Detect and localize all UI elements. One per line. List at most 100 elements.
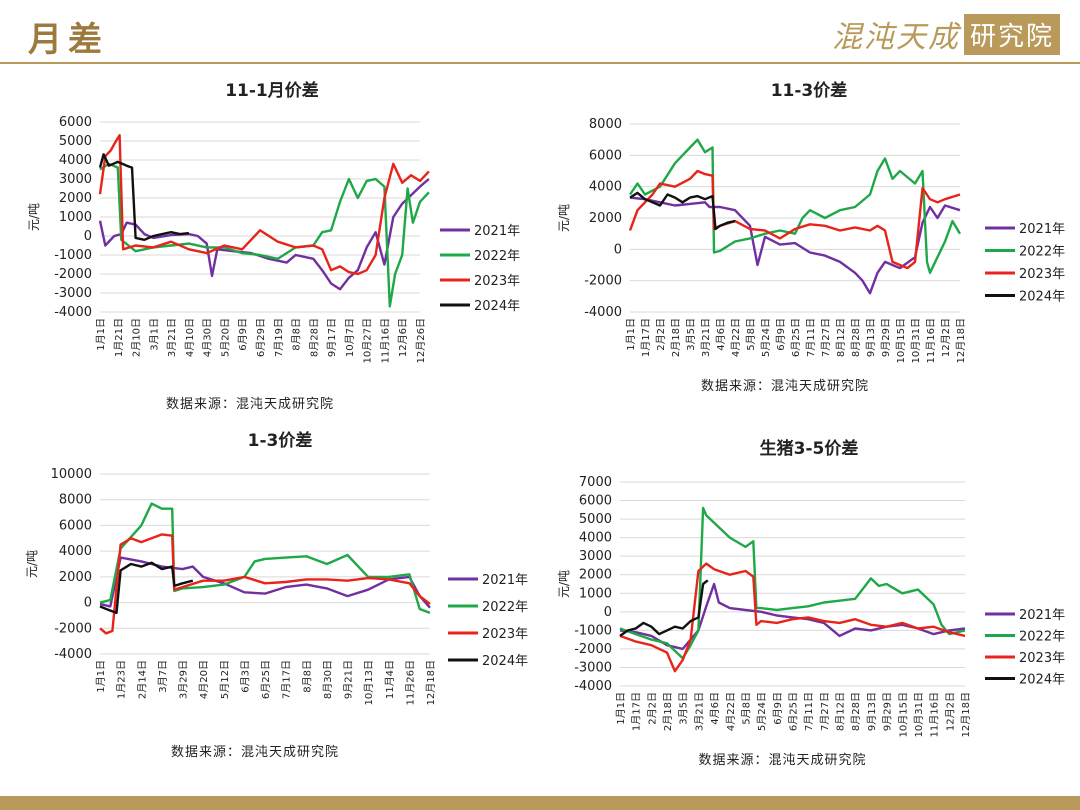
x-tick-label: 1月1日 bbox=[95, 660, 107, 693]
x-tick-label: 10月15日 bbox=[895, 318, 907, 363]
y-axis-label: 元/吨 bbox=[557, 570, 571, 598]
legend-label-2022: 2022年 bbox=[1019, 245, 1065, 260]
x-tick-label: 7月27日 bbox=[819, 692, 831, 731]
y-tick-label: 8000 bbox=[589, 117, 622, 132]
y-tick-label: 4000 bbox=[579, 531, 612, 546]
x-tick-label: 3月29日 bbox=[178, 660, 190, 699]
y-axis-label: 元/吨 bbox=[27, 203, 41, 231]
y-tick-label: 6000 bbox=[589, 148, 622, 163]
x-tick-label: 10月13日 bbox=[363, 660, 375, 705]
y-tick-label: -2000 bbox=[54, 621, 92, 636]
x-tick-label: 7月11日 bbox=[803, 692, 815, 731]
x-tick-label: 12月6日 bbox=[397, 318, 409, 357]
y-tick-label: -2000 bbox=[584, 274, 622, 289]
y-tick-label: 2000 bbox=[589, 211, 622, 226]
x-tick-label: 1月17日 bbox=[640, 318, 652, 357]
x-tick-label: 3月21日 bbox=[693, 692, 705, 731]
x-tick-label: 2月14日 bbox=[136, 660, 148, 699]
x-tick-label: 5月24日 bbox=[760, 318, 772, 357]
legend-label-2024: 2024年 bbox=[482, 654, 528, 669]
brand-logo: 混沌天成 研究院 bbox=[831, 13, 1060, 55]
chart-title: 1-3价差 bbox=[248, 430, 313, 451]
legend-label-2024: 2024年 bbox=[474, 299, 520, 314]
x-tick-label: 4月22日 bbox=[730, 318, 742, 357]
legend-label-2024: 2024年 bbox=[1019, 290, 1065, 305]
x-tick-label: 5月8日 bbox=[740, 692, 752, 725]
x-tick-label: 12月18日 bbox=[960, 692, 972, 737]
y-tick-label: 3000 bbox=[579, 549, 612, 564]
x-tick-label: 4月30日 bbox=[202, 318, 214, 357]
y-tick-label: -4000 bbox=[54, 305, 92, 320]
x-tick-label: 3月5日 bbox=[685, 318, 697, 351]
x-tick-label: 6月3日 bbox=[239, 660, 251, 693]
y-tick-label: 3000 bbox=[59, 172, 92, 187]
x-tick-label: 1月1日 bbox=[615, 692, 627, 725]
legend-label-2024: 2024年 bbox=[1019, 673, 1065, 688]
x-tick-label: 2月2日 bbox=[646, 692, 658, 725]
chart-11-1-spread: 11-1月价差 6000 5000 4000 3000 2000 1000 0 -1000 -20… bbox=[27, 80, 520, 412]
x-tick-label: 1月1日 bbox=[95, 318, 107, 351]
chart-1-3-spread: 1-3价差 10000 8000 6000 4000 2000 0 -2000 -4000 元/吨… bbox=[25, 430, 528, 760]
y-tick-label: -1000 bbox=[574, 623, 612, 638]
x-tick-label: 12月26日 bbox=[415, 318, 427, 363]
y-tick-label: 4000 bbox=[59, 153, 92, 168]
footer-bar bbox=[0, 796, 1080, 810]
y-tick-label: -4000 bbox=[54, 647, 92, 662]
y-tick-label: 0 bbox=[604, 605, 612, 620]
series-line-2023 bbox=[619, 562, 966, 673]
chart-11-3-spread: 11-3价差 8000 6000 4000 2000 0 -2000 -4000 元/吨 1月1日… bbox=[557, 80, 1065, 394]
series-line-2023 bbox=[628, 169, 961, 270]
legend-label-2023: 2023年 bbox=[1019, 267, 1065, 282]
y-tick-label: 1000 bbox=[579, 586, 612, 601]
y-tick-label: 6000 bbox=[59, 115, 92, 130]
x-tick-label: 6月9日 bbox=[237, 318, 249, 351]
y-tick-label: -4000 bbox=[574, 679, 612, 694]
y-tick-label: 5000 bbox=[579, 512, 612, 527]
x-tick-label: 8月28日 bbox=[850, 318, 862, 357]
series-line-2024 bbox=[619, 579, 709, 637]
x-tick-label: 9月13日 bbox=[866, 692, 878, 731]
page-title: 月差 bbox=[28, 20, 108, 60]
legend-label-2023: 2023年 bbox=[482, 627, 528, 642]
x-tick-label: 6月25日 bbox=[790, 318, 802, 357]
legend-label-2021: 2021年 bbox=[1019, 608, 1065, 623]
series-line-2022 bbox=[619, 506, 966, 660]
x-tick-label: 8月12日 bbox=[835, 318, 847, 357]
y-tick-label: -3000 bbox=[574, 660, 612, 675]
y-tick-label: -4000 bbox=[584, 305, 622, 320]
y-axis-label: 元/吨 bbox=[557, 204, 571, 232]
y-tick-label: 8000 bbox=[59, 493, 92, 508]
series-line-2022 bbox=[99, 502, 431, 615]
source-note: 数据来源：混沌天成研究院 bbox=[171, 745, 339, 760]
x-tick-label: 9月21日 bbox=[343, 660, 355, 699]
series-line-2022 bbox=[629, 138, 962, 274]
y-tick-label: 6000 bbox=[59, 518, 92, 533]
series-line-2021 bbox=[619, 582, 966, 651]
y-tick-label: 0 bbox=[84, 229, 92, 244]
x-tick-label: 4月20日 bbox=[198, 660, 210, 699]
series-line-2024 bbox=[99, 561, 194, 615]
chart-title: 11-3价差 bbox=[771, 80, 848, 101]
x-tick-label: 6月9日 bbox=[775, 318, 787, 351]
x-tick-label: 1月17日 bbox=[631, 692, 643, 731]
x-tick-label: 8月8日 bbox=[301, 660, 313, 693]
y-tick-label: 0 bbox=[84, 596, 92, 611]
x-tick-label: 8月8日 bbox=[291, 318, 303, 351]
series-line-2021 bbox=[629, 196, 961, 295]
source-note: 数据来源：混沌天成研究院 bbox=[698, 753, 866, 768]
y-tick-label: 0 bbox=[614, 242, 622, 257]
y-tick-label: 2000 bbox=[59, 570, 92, 585]
legend-label-2021: 2021年 bbox=[482, 573, 528, 588]
x-tick-label: 1月23日 bbox=[116, 660, 128, 699]
y-tick-label: 2000 bbox=[579, 568, 612, 583]
brand-text: 混沌天成 bbox=[831, 20, 960, 55]
y-tick-label: 6000 bbox=[579, 494, 612, 509]
chart-panel-4: 生猪3-5价差 7000 6000 5000 4000 3000 2000 1000 0 -100… bbox=[540, 420, 1080, 780]
x-tick-label: 2月18日 bbox=[662, 692, 674, 731]
header-divider bbox=[0, 62, 1080, 64]
x-tick-label: 4月10日 bbox=[184, 318, 196, 357]
x-tick-label: 9月29日 bbox=[880, 318, 892, 357]
x-tick-label: 5月8日 bbox=[745, 318, 757, 351]
x-tick-label: 12月18日 bbox=[425, 660, 437, 705]
x-tick-label: 7月11日 bbox=[805, 318, 817, 357]
